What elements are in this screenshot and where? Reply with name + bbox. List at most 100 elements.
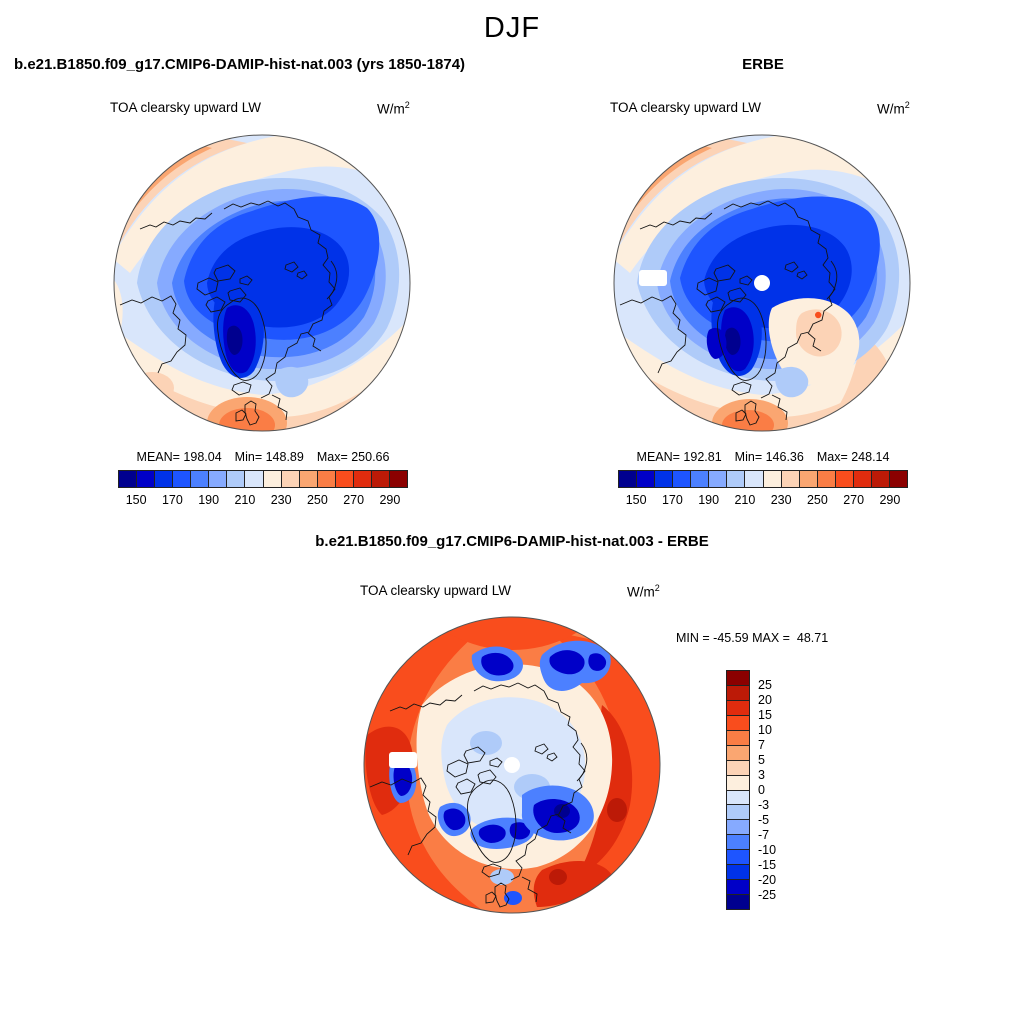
obs-min: Min= 146.36 bbox=[734, 450, 804, 464]
colorbar-segment bbox=[727, 894, 749, 909]
colorbar-segment bbox=[370, 471, 389, 487]
colorbar-segment bbox=[727, 684, 749, 700]
colorbar-segment bbox=[727, 849, 749, 865]
colorbar-tick-label: 210 bbox=[734, 493, 756, 507]
colorbar-segment bbox=[316, 471, 335, 487]
colorbar-tick-label: -20 bbox=[758, 873, 777, 887]
obs-mean: MEAN= 192.81 bbox=[636, 450, 722, 464]
colorbar-segment bbox=[816, 471, 835, 487]
colorbar-tick-label: 290 bbox=[379, 493, 401, 507]
colorbar-tick-label: 290 bbox=[879, 493, 901, 507]
colorbar-segment bbox=[172, 471, 191, 487]
colorbar-tick-label: -5 bbox=[758, 813, 770, 827]
colorbar-segment bbox=[280, 471, 299, 487]
diff-map bbox=[363, 616, 661, 914]
colorbar-tick-label: 170 bbox=[161, 493, 183, 507]
colorbar-tick-label: 150 bbox=[125, 493, 147, 507]
colorbar-segment bbox=[672, 471, 691, 487]
colorbar-tick-label: 0 bbox=[758, 783, 765, 797]
colorbar-segment bbox=[298, 471, 317, 487]
colorbar-tick-label: -10 bbox=[758, 843, 777, 857]
colorbar-tick-label: 25 bbox=[758, 678, 772, 692]
colorbar-segment bbox=[654, 471, 673, 487]
obs-field-label: TOA clearsky upward LW bbox=[610, 100, 762, 115]
obs-panel-header: ERBE bbox=[742, 56, 784, 73]
units-base: W/m bbox=[877, 101, 905, 117]
diff-colorbar-labels: 25 20 15 10 7 5 3 0 -3 -5 -7 -10 -15 -20 -25 bbox=[758, 670, 798, 910]
obs-max: Max= 248.14 bbox=[816, 450, 890, 464]
page-title: DJF bbox=[483, 12, 541, 44]
diff-units-label: W/m2 bbox=[627, 583, 660, 600]
map-boundary bbox=[613, 134, 911, 432]
colorbar-tick-label: 10 bbox=[758, 723, 772, 737]
colorbar-segment bbox=[208, 471, 227, 487]
units-exponent: 2 bbox=[404, 100, 410, 110]
colorbar-segment bbox=[244, 471, 263, 487]
units-exponent: 2 bbox=[904, 100, 910, 110]
colorbar-tick-label: 250 bbox=[806, 493, 828, 507]
colorbar-segment bbox=[388, 471, 407, 487]
model-mean: MEAN= 198.04 bbox=[136, 450, 222, 464]
obs-map bbox=[613, 134, 911, 432]
units-base: W/m bbox=[377, 101, 405, 117]
colorbar-tick-label: 230 bbox=[770, 493, 792, 507]
colorbar-segment bbox=[780, 471, 799, 487]
colorbar-tick-label: 20 bbox=[758, 693, 772, 707]
colorbar-tick-label: 190 bbox=[198, 493, 220, 507]
colorbar-tick-label: 210 bbox=[234, 493, 256, 507]
colorbar-segment bbox=[154, 471, 173, 487]
colorbar-segment bbox=[727, 759, 749, 775]
map-boundary bbox=[113, 134, 411, 432]
colorbar-tick-label: 7 bbox=[758, 738, 765, 752]
colorbar-segment bbox=[727, 729, 749, 745]
map-boundary bbox=[363, 616, 661, 914]
model-field-label: TOA clearsky upward LW bbox=[110, 100, 262, 115]
obs-colorbar bbox=[618, 470, 908, 488]
colorbar-tick-label: 15 bbox=[758, 708, 772, 722]
colorbar-segment bbox=[727, 714, 749, 730]
colorbar-segment bbox=[119, 471, 137, 487]
model-stats-line: MEAN= 198.04 Min= 148.89 Max= 250.66 bbox=[118, 450, 408, 464]
colorbar-segment bbox=[727, 819, 749, 835]
colorbar-segment bbox=[690, 471, 709, 487]
colorbar-tick-label: 3 bbox=[758, 768, 765, 782]
colorbar-segment bbox=[226, 471, 245, 487]
colorbar-segment bbox=[136, 471, 155, 487]
colorbar-segment bbox=[852, 471, 871, 487]
model-max: Max= 250.66 bbox=[316, 450, 390, 464]
colorbar-tick-label: 170 bbox=[661, 493, 683, 507]
model-colorbar-ticks: 150 170 190 210 230 250 270 290 bbox=[118, 493, 408, 507]
diff-minmax-line: MIN = -45.59 MAX = 48.71 bbox=[676, 631, 829, 645]
model-map bbox=[113, 134, 411, 432]
contour-field bbox=[114, 135, 410, 431]
colorbar-tick-label: 150 bbox=[625, 493, 647, 507]
colorbar-segment bbox=[262, 471, 281, 487]
colorbar-segment bbox=[726, 471, 745, 487]
colorbar-tick-label: 5 bbox=[758, 753, 765, 767]
colorbar-segment bbox=[727, 671, 749, 685]
colorbar-segment bbox=[727, 744, 749, 760]
colorbar-segment bbox=[727, 789, 749, 805]
colorbar-segment bbox=[888, 471, 907, 487]
diff-panel-header: b.e21.B1850.f09_g17.CMIP6-DAMIP-hist-nat… bbox=[315, 533, 709, 550]
colorbar-tick-label: -3 bbox=[758, 798, 770, 812]
obs-units-label: W/m2 bbox=[877, 100, 910, 117]
colorbar-tick-label: 250 bbox=[306, 493, 328, 507]
colorbar-segment bbox=[636, 471, 655, 487]
colorbar-segment bbox=[870, 471, 889, 487]
colorbar-segment bbox=[727, 879, 749, 895]
colorbar-segment bbox=[744, 471, 763, 487]
obs-stats-line: MEAN= 192.81 Min= 146.36 Max= 248.14 bbox=[618, 450, 908, 464]
colorbar-segment bbox=[727, 804, 749, 820]
colorbar-segment bbox=[762, 471, 781, 487]
colorbar-tick-label: 230 bbox=[270, 493, 292, 507]
model-colorbar bbox=[118, 470, 408, 488]
colorbar-segment bbox=[727, 774, 749, 790]
colorbar-tick-label: -25 bbox=[758, 888, 777, 902]
model-units-label: W/m2 bbox=[377, 100, 410, 117]
colorbar-tick-label: 270 bbox=[843, 493, 865, 507]
obs-colorbar-ticks: 150 170 190 210 230 250 270 290 bbox=[618, 493, 908, 507]
colorbar-tick-label: 270 bbox=[343, 493, 365, 507]
model-min: Min= 148.89 bbox=[234, 450, 304, 464]
units-exponent: 2 bbox=[654, 583, 660, 593]
